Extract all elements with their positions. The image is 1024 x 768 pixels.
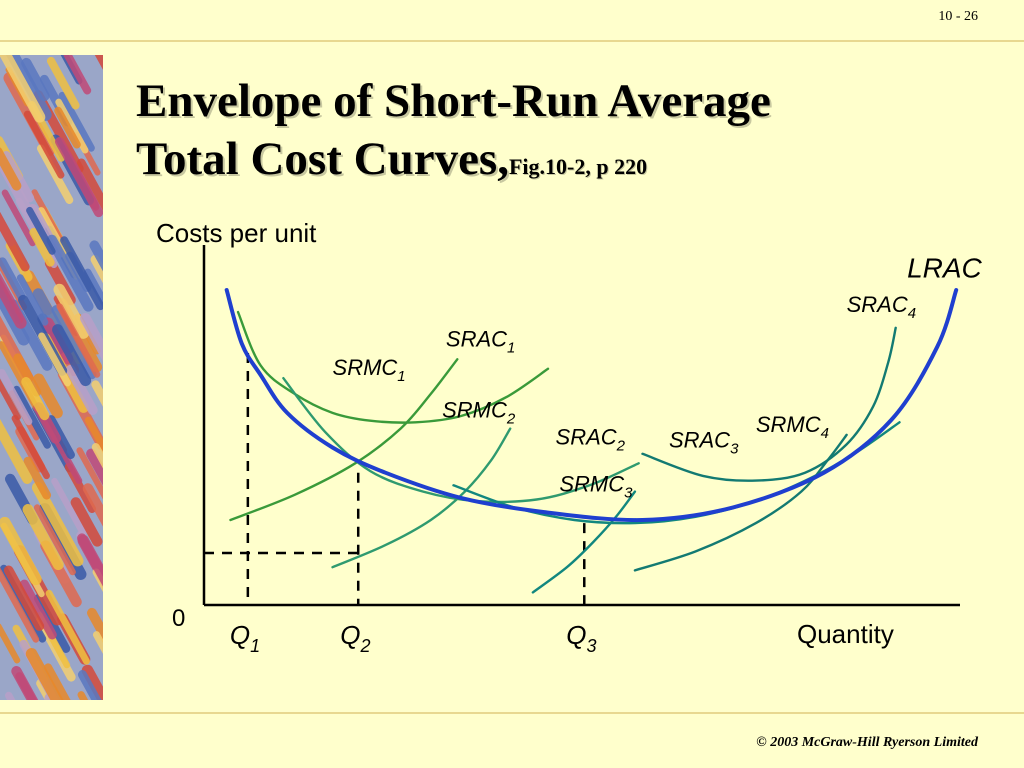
curves-group xyxy=(224,288,959,594)
srac4-curve xyxy=(641,326,897,482)
title-line-1: Envelope of Short-Run Average xyxy=(136,75,771,127)
srmc3-curve xyxy=(531,490,637,594)
srmc2-label: SRMC2 xyxy=(442,398,516,428)
srac1-curve xyxy=(236,310,550,424)
footer-rule xyxy=(0,712,1024,714)
srac2-curve xyxy=(282,377,640,504)
title-line-2: Total Cost Curves, xyxy=(136,133,509,185)
srmc1-curve xyxy=(229,358,459,522)
lrac-curve xyxy=(224,288,959,523)
copyright-footer: © 2003 McGraw-Hill Ryerson Limited xyxy=(756,735,978,750)
srac2-label: SRAC2 xyxy=(556,424,626,454)
decorative-brush-strip xyxy=(0,55,103,700)
x-axis-label: Quantity xyxy=(797,619,894,649)
q3-label: Q3 xyxy=(566,620,596,656)
y-axis-label: Costs per unit xyxy=(156,218,317,248)
srmc2-curve xyxy=(331,427,512,569)
slide-number: 10 - 26 xyxy=(938,9,978,24)
origin-label: 0 xyxy=(172,605,185,632)
quantity-labels: Q1 Q2 Q3 xyxy=(230,620,597,656)
srac3-label: SRAC3 xyxy=(669,428,739,458)
title-figure-reference: Fig.10-2, p 220 xyxy=(508,154,648,179)
lrac-label: LRAC xyxy=(907,252,982,283)
srac1-label: SRAC1 xyxy=(446,327,515,357)
q2-label: Q2 xyxy=(340,620,370,656)
q1-label: Q1 xyxy=(230,620,260,656)
top-rule xyxy=(0,40,1024,42)
guide-lines xyxy=(204,353,586,605)
srmc4-label: SRMC4 xyxy=(756,412,829,442)
srmc1-label: SRMC1 xyxy=(333,355,406,385)
srac4-label: SRAC4 xyxy=(847,292,916,322)
slide-title: Envelope of Short-Run Average Total Cost… xyxy=(136,72,771,196)
srmc3-label: SRMC3 xyxy=(559,472,633,502)
srmc4-curve xyxy=(633,433,848,572)
